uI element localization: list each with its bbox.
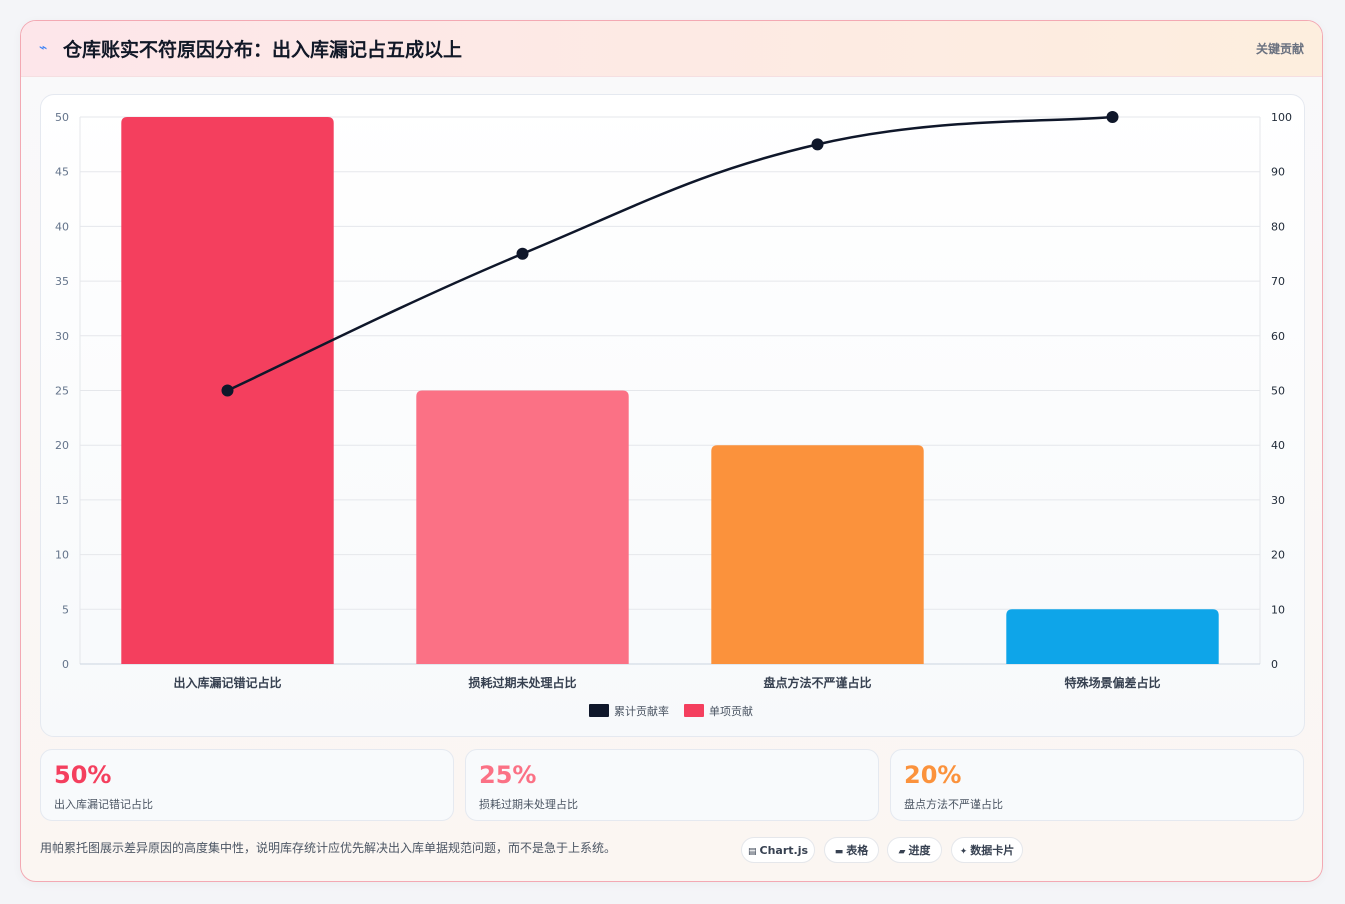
x-tick-label: 出入库漏记错记占比 [173,675,281,690]
legend-swatch-2 [684,704,704,717]
x-tick-label: 损耗过期未处理占比 [468,675,576,690]
page-title: 仓库账实不符原因分布：出入库漏记占五成以上 [63,39,463,61]
chip-label-progress: 进度 [908,844,931,857]
x-tick-label: 盘点方法不严谨占比 [763,675,871,690]
chip-label-chartjs: Chart.js [759,844,809,857]
y-tick-label: 20 [55,439,69,452]
cumulative-point-1 [221,384,234,397]
table-icon: ▬ [834,847,844,857]
y2-tick-label: 60 [1271,330,1285,343]
pareto-chart: 0 5 10 15 20 25 30 35 40 45 50 0 10 20 30 40 50 60 70 80 90 1… [55,111,1292,718]
y2-tick-label: 90 [1271,166,1285,179]
y2-tick-label: 10 [1271,603,1285,616]
cumulative-point-2 [516,247,529,260]
chart-icon: ▤ [747,847,757,857]
chip-data-card[interactable]: ✦ 数据卡片 [951,837,1023,863]
chart-panel: 0 5 10 15 20 25 30 35 40 45 50 0 10 20 30 40 50 60 70 80 90 1… [40,94,1305,737]
y-tick-label: 15 [55,494,69,507]
stat-card-2: 25% 损耗过期未处理占比 [465,749,879,821]
y2-tick-label: 80 [1271,220,1285,233]
footer-note: 用帕累托图展示差异原因的高度集中性，说明库存统计应优先解决出入库单据规范问题，而… [40,841,617,855]
y-tick-label: 30 [55,330,69,343]
chip-label-data-card: 数据卡片 [970,844,1015,857]
y-tick-label: 40 [55,220,69,233]
chip-table[interactable]: ▬ 表格 [824,837,879,863]
bar-2 [416,390,629,664]
bar-3 [711,445,924,664]
y2-tick-label: 30 [1271,494,1285,507]
stat-label-2: 损耗过期未处理占比 [479,798,578,811]
y2-tick-label: 50 [1271,385,1285,398]
chip-label-table: 表格 [846,844,869,857]
stat-label-1: 出入库漏记错记占比 [54,798,153,811]
y-tick-label: 5 [62,603,69,616]
x-tick-label: 特殊场景偏差占比 [1064,675,1160,690]
legend-label-1: 累计贡献率 [614,704,669,718]
y2-tick-label: 100 [1271,111,1292,124]
stat-value-3: 20% [904,761,962,789]
stat-card-1: 50% 出入库漏记错记占比 [40,749,454,821]
cumulative-point-4 [1106,111,1119,123]
chart-card: ⌁ 仓库账实不符原因分布：出入库漏记占五成以上 关键贡献 0 5 10 15 20 25 3… [20,20,1323,882]
legend-swatch-1 [589,704,609,717]
header-tag: 关键贡献 [1255,42,1304,56]
sparkle-icon: ✦ [959,847,968,857]
cumulative-line [226,115,1113,392]
stat-value-2: 25% [479,761,537,789]
stat-label-3: 盘点方法不严谨占比 [904,798,1003,811]
y-tick-label: 50 [55,111,69,124]
y2-tick-label: 70 [1271,275,1285,288]
y-tick-label: 25 [55,385,69,398]
progress-icon: ▰ [898,847,906,857]
chip-progress[interactable]: ▰ 进度 [887,837,942,863]
card-header: ⌁ 仓库账实不符原因分布：出入库漏记占五成以上 关键贡献 [21,21,1322,77]
stat-card-3: 20% 盘点方法不严谨占比 [890,749,1304,821]
lightning-icon: ⌁ [39,40,48,56]
y2-tick-label: 40 [1271,439,1285,452]
cumulative-point-3 [811,138,824,151]
stat-value-1: 50% [54,761,112,789]
y-tick-label: 10 [55,549,69,562]
y-tick-label: 35 [55,275,69,288]
y2-tick-label: 0 [1271,658,1278,671]
y-tick-label: 45 [55,166,69,179]
y2-tick-label: 20 [1271,549,1285,562]
bar-4 [1006,609,1219,664]
chip-chartjs[interactable]: ▤ Chart.js [741,837,815,863]
y-tick-label: 0 [62,658,69,671]
legend-label-2: 单项贡献 [709,704,753,718]
